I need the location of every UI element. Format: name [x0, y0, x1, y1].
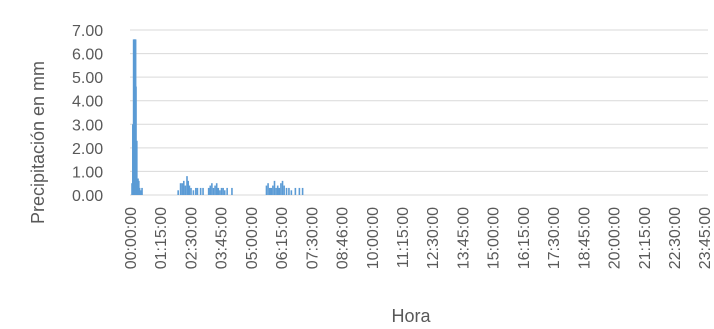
x-tick-label: 18:45:00: [576, 207, 593, 269]
bar: [270, 187, 273, 195]
y-tick-label: 1.00: [72, 164, 103, 181]
bar: [267, 183, 269, 195]
y-tick-label: 6.00: [72, 47, 103, 64]
bar: [272, 185, 274, 195]
x-tick-label: 22:30:00: [667, 207, 684, 269]
y-tick-label: 0.00: [72, 188, 103, 205]
bar: [276, 185, 279, 195]
bar: [182, 180, 185, 195]
x-axis-title: Hora: [391, 306, 431, 326]
bar: [138, 187, 141, 195]
y-tick-label: 5.00: [72, 70, 103, 87]
bar: [219, 190, 221, 195]
x-tick-label: 08:46:00: [335, 207, 352, 269]
bar: [214, 185, 216, 195]
bar: [196, 187, 199, 195]
bar: [301, 187, 304, 195]
x-tick-label: 15:00:00: [486, 207, 503, 269]
bar: [215, 183, 218, 195]
bar: [192, 190, 195, 195]
bar: [231, 187, 233, 195]
bar: [202, 187, 204, 195]
bar: [265, 185, 268, 195]
x-tick-label: 12:30:00: [425, 207, 442, 269]
bar: [268, 187, 271, 195]
bar: [222, 187, 224, 195]
bar: [184, 185, 187, 195]
bar: [179, 183, 182, 195]
bar: [217, 187, 220, 195]
bar: [181, 183, 183, 195]
bar: [275, 187, 277, 195]
bar: [283, 185, 285, 195]
bar: [207, 187, 210, 195]
bar: [278, 187, 281, 195]
bar: [273, 180, 276, 195]
x-tick-label: 21:15:00: [637, 207, 654, 269]
bar: [288, 187, 290, 195]
y-tick-labels: 0.00 1.00 2.00 3.00 4.00 5.00 6.00 7.00: [72, 23, 103, 205]
bar: [212, 187, 215, 195]
x-tick-label: 17:30:00: [546, 207, 563, 269]
x-tick-label: 20:00:00: [607, 207, 624, 269]
x-tick-label: 23:45:00: [697, 207, 714, 269]
x-tick-labels: 00:00:00 01:15:00 02:30:00 03:45:00 05:00:00…: [123, 207, 714, 269]
bar: [140, 190, 142, 195]
bar: [280, 183, 282, 195]
x-tick-label: 05:00:00: [244, 207, 261, 269]
y-tick-label: 2.00: [72, 141, 103, 158]
bar: [294, 187, 297, 195]
bars: [131, 39, 304, 196]
bar: [135, 86, 137, 195]
bar: [195, 187, 197, 195]
bar: [211, 183, 213, 195]
bar: [220, 187, 223, 195]
x-tick-label: 10:00:00: [365, 207, 382, 269]
x-tick-label: 00:00:00: [123, 207, 140, 269]
bar: [186, 176, 188, 195]
y-axis-title: Precipitación en mm: [28, 61, 48, 224]
bar: [136, 140, 138, 195]
x-tick-label: 06:15:00: [274, 207, 291, 269]
bar: [177, 190, 179, 195]
gridlines: [130, 29, 708, 196]
x-tick-label: 02:30:00: [183, 207, 200, 269]
x-tick-label: 07:30:00: [304, 207, 321, 269]
bar: [209, 185, 212, 195]
bar: [199, 187, 202, 195]
y-tick-label: 4.00: [72, 94, 103, 111]
bar: [187, 180, 189, 195]
bar: [141, 187, 143, 195]
x-tick-label: 11:15:00: [395, 207, 412, 268]
bar: [290, 190, 293, 195]
x-tick-label: 13:45:00: [455, 207, 472, 269]
bar: [298, 187, 301, 195]
bar: [285, 187, 288, 195]
y-tick-label: 7.00: [72, 23, 103, 40]
y-tick-label: 3.00: [72, 117, 103, 134]
bar: [190, 187, 192, 195]
x-tick-label: 16:15:00: [516, 207, 533, 269]
bar: [223, 190, 226, 195]
x-tick-label: 01:15:00: [153, 207, 170, 269]
bar: [281, 180, 284, 195]
x-tick-label: 03:45:00: [214, 207, 231, 269]
bar: [226, 187, 228, 195]
bar: [188, 185, 191, 195]
